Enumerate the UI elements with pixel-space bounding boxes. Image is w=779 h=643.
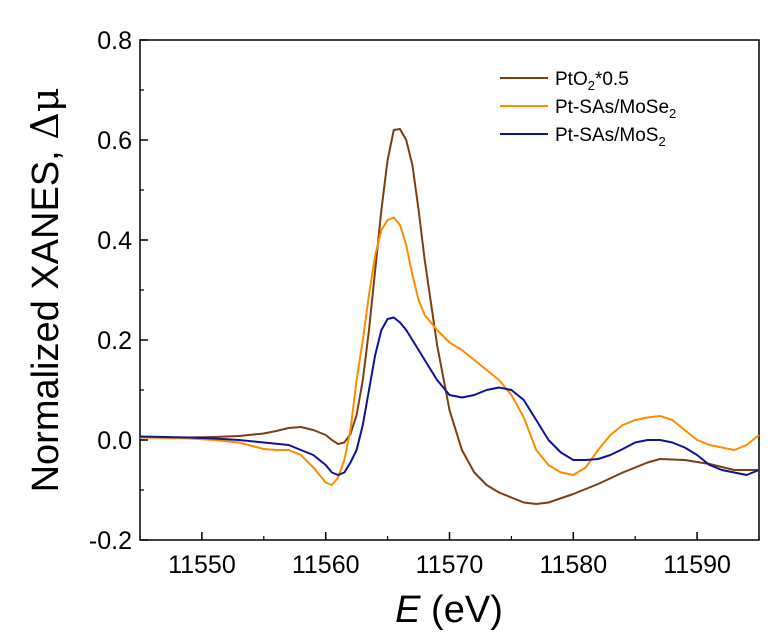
y-tick-label-0.4: 0.4 [97,227,132,255]
y-tick-label-0.2: 0.2 [97,327,132,355]
axis-ticks: 11550 11560 11570 11580 11590 -0.2 0.0 0.2 0.4 0.… [89,27,760,579]
series-group [139,128,760,505]
x-tick-label-11580: 11580 [539,551,607,579]
series-line-0 [140,128,759,505]
x-tick-label-11570: 11570 [416,551,484,579]
x-axis-title-unit: (eV) [421,589,503,631]
x-tick-label-11550: 11550 [168,551,236,579]
y-tick-label--0.2: -0.2 [89,527,132,555]
series-line-1 [139,216,760,486]
x-axis-title-variable: E [395,589,421,631]
x-tick-label-11590: 11590 [663,551,731,579]
y-tick-label-0.8: 0.8 [97,27,132,55]
x-tick-label-11560: 11560 [292,551,360,579]
y-axis-title: Normalized XANES, Δμ [23,88,67,493]
y-axis-title-text: Normalized XANES, [25,140,67,493]
x-axis-title: E (eV) [395,589,503,631]
y-tick-label-0.0: 0.0 [97,427,132,455]
legend-label-0: PtO2*0.5 [555,69,629,93]
y-axis-title-symbol: Δμ [23,88,67,140]
legend-label-2: Pt-SAs/MoS2 [555,125,666,149]
y-tick-label-0.6: 0.6 [97,127,132,155]
legend: PtO2*0.5 Pt-SAs/MoSe2 Pt-SAs/MoS2 [500,69,676,149]
series-line-2 [139,316,760,476]
legend-label-1: Pt-SAs/MoSe2 [555,97,676,121]
